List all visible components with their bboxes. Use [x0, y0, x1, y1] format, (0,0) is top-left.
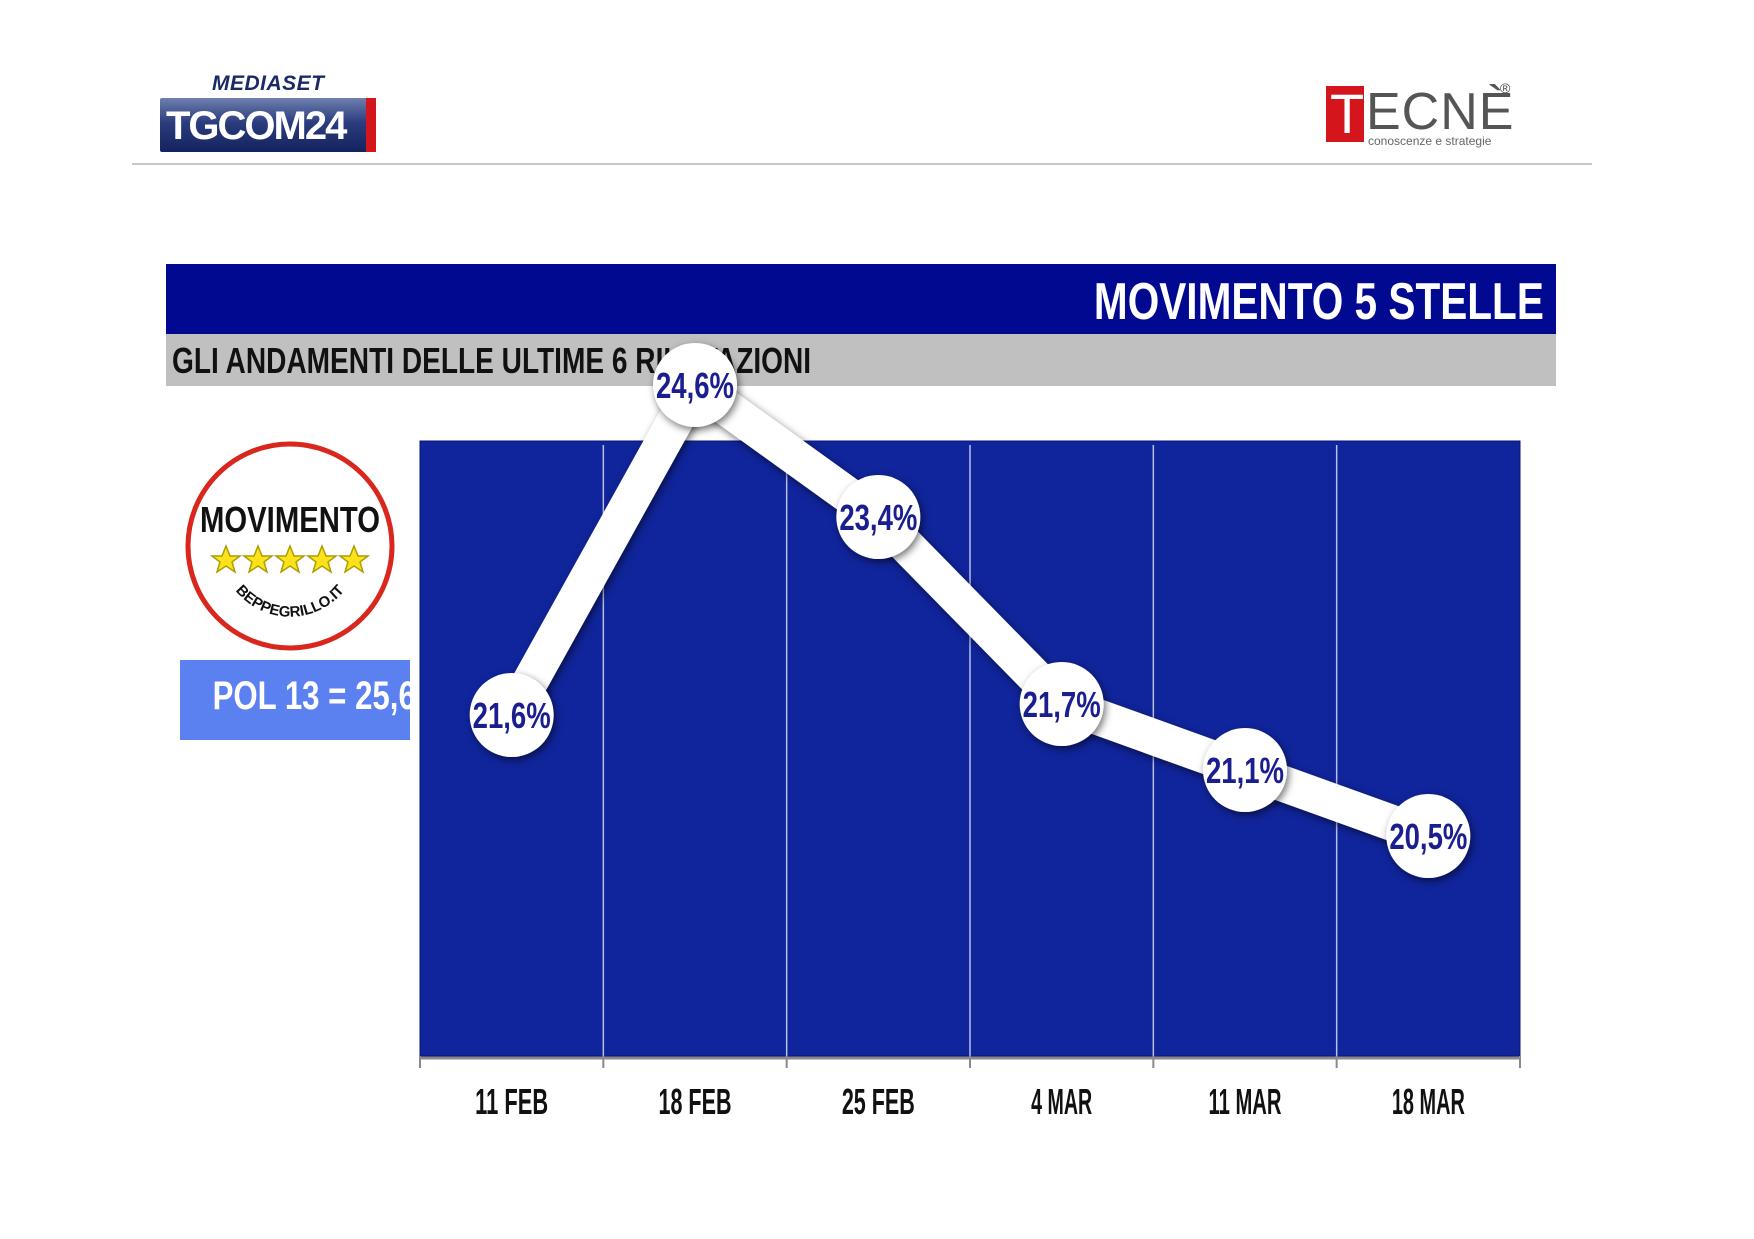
x-tick-label: 11 FEB [475, 1081, 548, 1122]
data-label: 23,4% [839, 497, 917, 538]
mediaset-text: MEDIASET [212, 72, 325, 95]
data-point [469, 673, 554, 757]
tecne-t-box: T [1326, 82, 1365, 145]
x-tick-label: 18 MAR [1392, 1081, 1465, 1122]
x-tick-label: 25 FEB [842, 1081, 915, 1122]
title-bar: MOVIMENTO 5 STELLE [166, 264, 1556, 334]
data-label: 21,1% [1206, 750, 1284, 791]
tgcom-red-accent [366, 98, 376, 152]
five-stars-icon [209, 543, 371, 574]
data-point [836, 475, 921, 559]
tecne-tagline: conoscenze e strategie [1368, 134, 1492, 148]
data-point [653, 343, 737, 427]
x-tick-label: 11 MAR [1209, 1081, 1282, 1122]
data-label: 20,5% [1389, 816, 1467, 857]
registered-mark: ® [1500, 80, 1511, 96]
pol-note: POL 13 = 25,6% [212, 674, 444, 718]
tgcom-number: 24 [304, 104, 347, 148]
x-tick-label: 18 FEB [659, 1081, 732, 1122]
data-point [1203, 728, 1287, 812]
data-label: 21,7% [1023, 684, 1101, 725]
tgcom-text: TGCOM [166, 104, 307, 148]
pol-badge: POL 13 = 25,6% [180, 660, 444, 740]
tecne-initial: T [1330, 82, 1365, 145]
data-point [1019, 662, 1104, 746]
movimento-logo-text: MOVIMENTO [200, 499, 380, 540]
data-point [1386, 794, 1471, 878]
data-label: 21,6% [473, 695, 551, 736]
tecne-logo: T ECNÈ ® conoscenze e strategie [1326, 80, 1516, 148]
tecne-word: ECNÈ [1366, 83, 1515, 141]
page-title: MOVIMENTO 5 STELLE [1094, 273, 1544, 331]
data-label: 24,6% [656, 365, 734, 406]
header-divider [132, 163, 1592, 165]
x-tick-label: 4 MAR [1031, 1081, 1092, 1122]
tgcom24-logo: MEDIASET TGCOM24 [160, 72, 376, 152]
movimento-logo: MOVIMENTO BEPPEGRILLO.IT [185, 441, 395, 651]
tgcom-bar: TGCOM24 [160, 98, 376, 152]
